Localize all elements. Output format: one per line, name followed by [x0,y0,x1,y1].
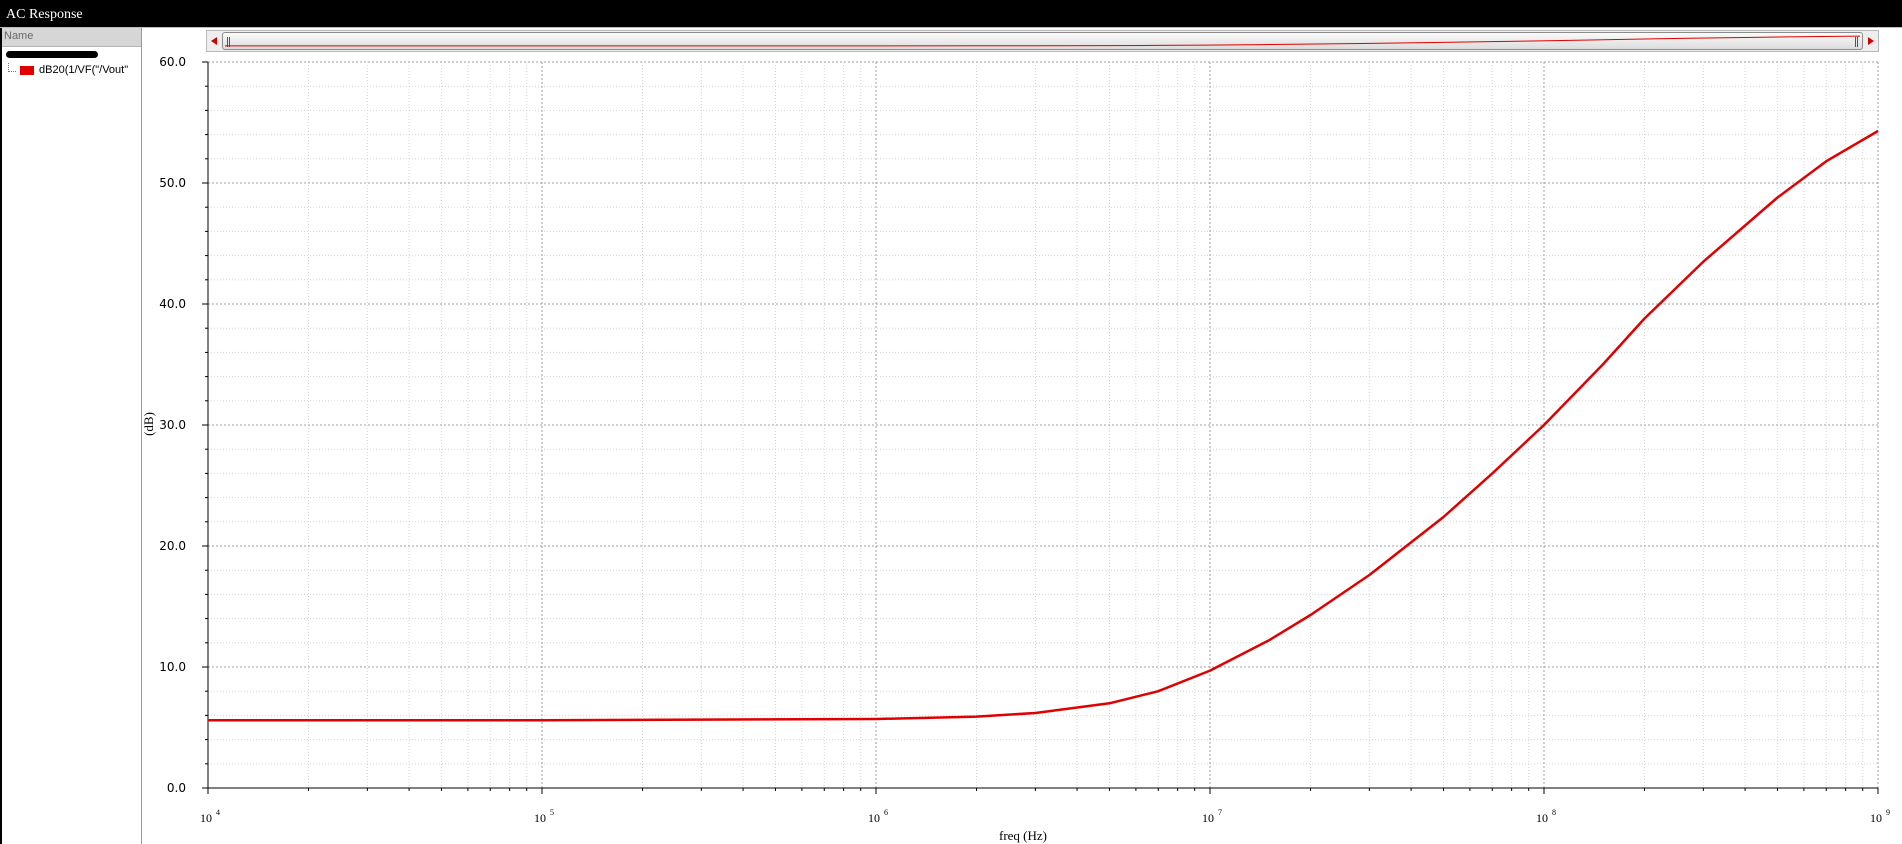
trace-list-item[interactable]: dB20(1/VF("/Vout" [8,62,142,78]
x-tick-label-exponent: 6 [884,808,888,817]
trace-list-header: Name [2,28,141,47]
scrollbar-thumb[interactable] [222,32,1863,50]
trace-color-swatch [20,65,34,75]
y-tick-label: 50.0 [159,176,186,190]
thumb-grip-right-icon[interactable] [1855,37,1858,47]
y-tick-label: 0.0 [167,781,186,795]
zoom-scrollbar[interactable] [206,30,1879,52]
x-tick-label-exponent: 5 [550,808,554,817]
scroll-right-arrow-icon[interactable] [1865,32,1877,50]
overview-series-line [225,35,1861,47]
x-tick-label: 10 [534,811,546,825]
window-title: AC Response [6,7,83,22]
x-tick-label: 10 [1870,811,1882,825]
trace-list-panel: Name dB20(1/VF("/Vout" [0,28,142,844]
x-tick-label-exponent: 4 [216,808,220,817]
trace-label: dB20(1/VF("/Vout" [39,64,129,76]
y-tick-label: 10.0 [159,660,186,674]
y-tick-label: 20.0 [159,539,186,553]
x-tick-label-exponent: 8 [1552,808,1556,817]
tree-connector [8,62,16,72]
thumb-grip-left-icon[interactable] [227,37,230,47]
scroll-left-arrow-icon[interactable] [208,32,220,50]
x-tick-label-exponent: 7 [1218,808,1222,817]
x-tick-label: 10 [1202,811,1214,825]
series-line [208,129,1879,722]
x-tick-label: 10 [868,811,880,825]
x-tick-label-exponent: 9 [1886,808,1890,817]
x-axis-label: freq (Hz) [999,828,1047,843]
y-tick-label: 40.0 [159,297,186,311]
window-titlebar: AC Response [0,0,1902,28]
y-tick-label: 30.0 [159,418,186,432]
overview-trace [225,35,1861,47]
y-axis-label: (dB) [141,412,156,436]
x-tick-label: 10 [200,811,212,825]
x-tick-label: 10 [1536,811,1548,825]
y-tick-label: 60.0 [159,55,186,69]
panel-splitter-handle[interactable] [6,51,98,58]
